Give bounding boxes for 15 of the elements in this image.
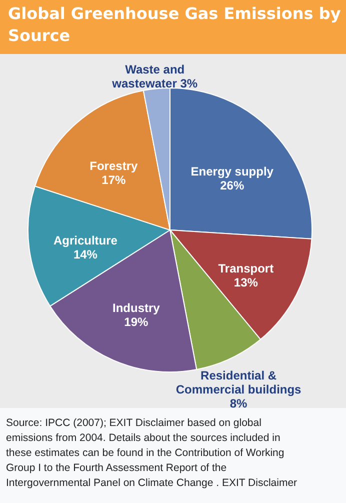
slice-label: Waste and wastewater 3%	[111, 62, 198, 91]
data-label: 26%	[220, 178, 244, 193]
slice-label: Transport	[218, 262, 274, 276]
data-label: 13%	[234, 276, 258, 290]
data-label: 14%	[73, 248, 98, 262]
slice-label: Industry	[112, 301, 160, 316]
slice-label: Energy supply	[190, 164, 274, 179]
data-label: 17%	[102, 173, 126, 188]
data-label: 19%	[124, 315, 148, 330]
data-label: 8%	[230, 396, 248, 411]
chart-title: Global Greenhouse Gas Emissions by Source	[8, 4, 342, 45]
source-note: Source: IPCC (2007); EXIT Disclaimer based on global emissions from 2004. Details about the sources included in these estimates can be found in the Contribution of Working Group I to the Fourth Assessment Report of the Intergovernmental Panel on Climate Change . EXIT Disclaimer	[6, 417, 298, 489]
slice-label: Forestry	[90, 159, 138, 174]
slice-label: Residential & Commercial buildings	[176, 368, 302, 397]
slice-label: Agriculture	[53, 234, 118, 248]
